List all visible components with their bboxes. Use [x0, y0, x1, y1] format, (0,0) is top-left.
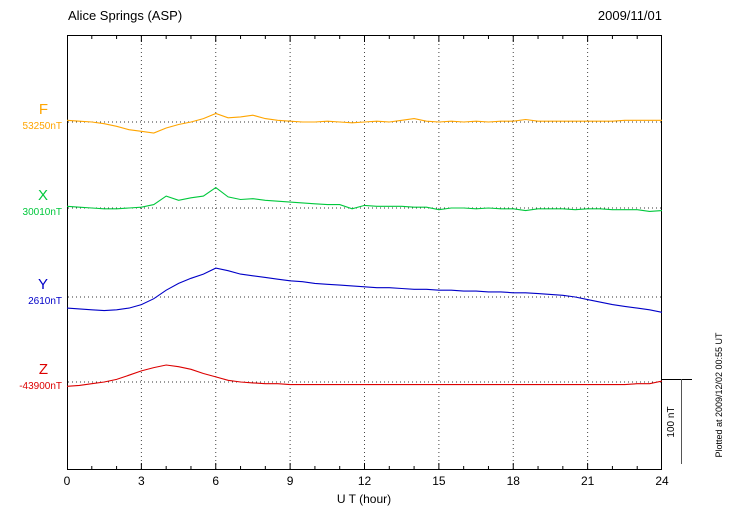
series-label-x: X 30010nT — [0, 188, 62, 219]
component-letter-f: F — [38, 101, 48, 118]
trace-z — [67, 364, 662, 387]
component-letter-y: Y — [37, 276, 48, 293]
x-tick-label: 18 — [506, 474, 520, 488]
x-tick-label: 6 — [212, 474, 220, 488]
magnetogram-plot — [67, 35, 662, 470]
component-base-y: 2610nT — [28, 296, 62, 307]
component-base-z: -43900nT — [19, 381, 62, 392]
trace-y — [67, 267, 662, 313]
x-tick-label: 15 — [432, 474, 446, 488]
component-letter-z: Z — [38, 361, 48, 378]
component-letter-x: X — [37, 187, 48, 204]
station-title: Alice Springs (ASP) — [68, 8, 183, 23]
x-tick-label: 3 — [138, 474, 145, 488]
series-label-f: F 53250nT — [0, 102, 62, 133]
x-tick-label: 21 — [580, 474, 595, 488]
date-label: 2009/11/01 — [597, 8, 662, 23]
scalebar-label: 100 nT — [666, 406, 677, 438]
x-tick-label: 0 — [63, 474, 71, 488]
component-base-f: 53250nT — [22, 121, 62, 132]
x-axis-title: U T (hour) — [336, 492, 392, 506]
trace-x — [67, 186, 662, 212]
x-tick-label: 24 — [655, 474, 669, 488]
x-tick-label: 9 — [286, 474, 294, 488]
x-tick-label: 12 — [357, 474, 372, 488]
trace-f — [67, 112, 662, 134]
series-label-z: Z -43900nT — [0, 362, 62, 393]
series-label-y: Y 2610nT — [0, 277, 62, 308]
scale-bar — [662, 379, 692, 464]
component-base-x: 30010nT — [22, 207, 62, 218]
plotted-note: Plotted at 2009/12/02 00:55 UT — [714, 332, 724, 458]
